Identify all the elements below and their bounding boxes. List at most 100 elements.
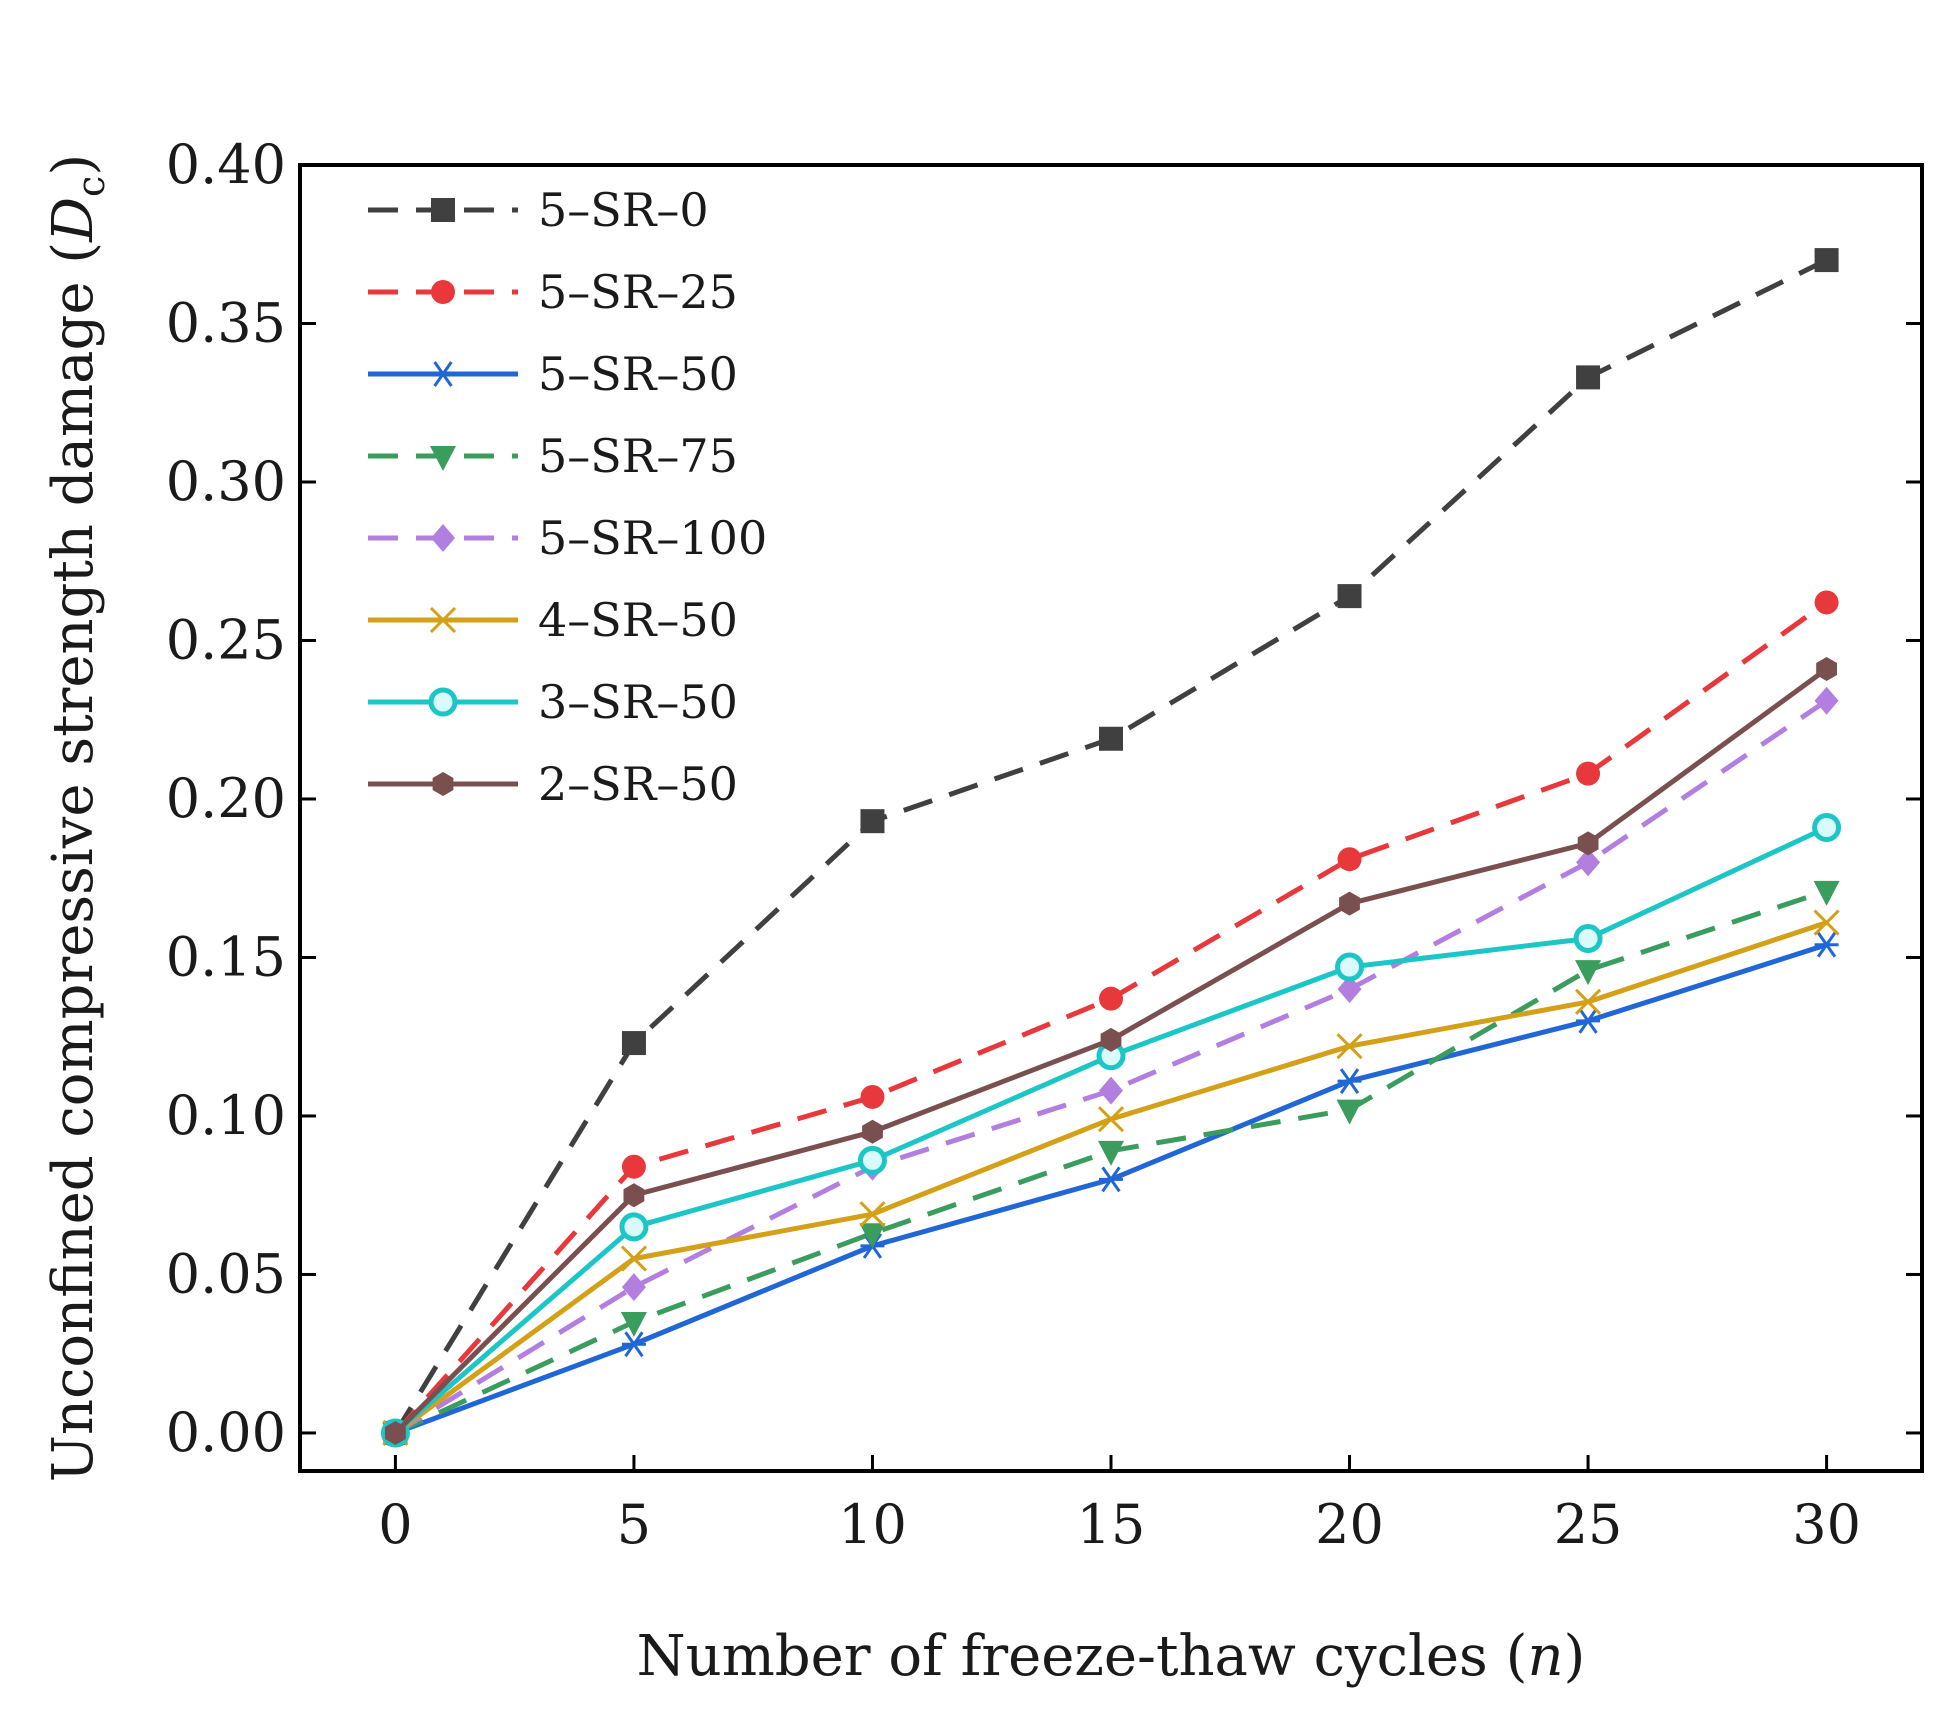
series-layer bbox=[380, 248, 1842, 1448]
legend-label: 5–SR–75 bbox=[538, 429, 738, 483]
legend-marker bbox=[431, 198, 455, 222]
data-point-3-sr-50 bbox=[619, 1212, 649, 1242]
data-point-5-sr-100 bbox=[1099, 1076, 1123, 1105]
data-point-5-sr-25 bbox=[1814, 590, 1839, 615]
legend-marker bbox=[431, 280, 455, 304]
legend-label: 5–SR–50 bbox=[538, 347, 738, 401]
data-point-5-sr-0 bbox=[621, 1031, 646, 1056]
data-point-2-sr-50 bbox=[1816, 657, 1837, 681]
legend-marker bbox=[432, 772, 454, 796]
y-axis-title: Unconfined compressive strength damage (… bbox=[41, 154, 113, 1482]
data-point-4-sr-50 bbox=[1336, 1033, 1363, 1060]
y-tick-label: 0.30 bbox=[166, 450, 286, 513]
legend-marker bbox=[428, 687, 458, 717]
series-4-sr-50 bbox=[382, 909, 1840, 1447]
data-point-4-sr-50 bbox=[1574, 988, 1602, 1015]
legend-label: 5–SR–0 bbox=[538, 183, 709, 237]
data-point-4-sr-50 bbox=[1813, 909, 1840, 936]
y-tick-label: 0.05 bbox=[166, 1242, 286, 1305]
x-tick-label: 10 bbox=[838, 1493, 907, 1556]
y-tick-label: 0.35 bbox=[166, 291, 286, 354]
data-point-2-sr-50 bbox=[1577, 831, 1599, 856]
legend-item-5-sr-50: 5–SR–50 bbox=[368, 347, 738, 401]
data-point-5-sr-50 bbox=[1576, 1008, 1601, 1034]
data-point-5-sr-50 bbox=[1814, 931, 1839, 958]
data-point-5-sr-50 bbox=[1337, 1068, 1362, 1094]
data-point-5-sr-25 bbox=[1576, 761, 1601, 786]
series-5-sr-75 bbox=[382, 880, 1840, 1448]
x-tick-label: 5 bbox=[617, 1493, 651, 1556]
data-point-5-sr-25 bbox=[1099, 986, 1123, 1011]
legend-item-3-sr-50: 3–SR–50 bbox=[368, 675, 738, 729]
y-axis-ticks: 0.00 0.05 0.10 0.15 0.20 0.25 0.30 0.35 0.40 bbox=[166, 133, 1922, 1464]
data-point-5-sr-0 bbox=[1576, 365, 1601, 390]
data-point-5-sr-0 bbox=[1337, 584, 1362, 609]
y-tick-label: 0.00 bbox=[166, 1401, 286, 1464]
data-point-5-sr-75 bbox=[1098, 1140, 1124, 1166]
legend-item-4-sr-50: 4–SR–50 bbox=[368, 593, 738, 647]
data-point-5-sr-0 bbox=[860, 809, 885, 834]
data-point-5-sr-50 bbox=[1099, 1166, 1123, 1193]
legend-marker bbox=[431, 524, 455, 552]
data-point-3-sr-50 bbox=[1573, 923, 1603, 953]
y-tick-label: 0.10 bbox=[166, 1084, 286, 1147]
x-axis-ticks: 0 5 10 15 20 25 30 bbox=[378, 1455, 1861, 1556]
y-tick-label: 0.20 bbox=[166, 767, 286, 830]
legend-item-5-sr-100: 5–SR–100 bbox=[368, 511, 767, 565]
y-tick-label: 0.15 bbox=[166, 925, 286, 988]
data-point-5-sr-100 bbox=[1337, 975, 1362, 1004]
data-point-5-sr-0 bbox=[1099, 726, 1123, 751]
data-point-5-sr-50 bbox=[621, 1331, 646, 1358]
legend-marker bbox=[431, 361, 455, 387]
x-tick-label: 25 bbox=[1554, 1493, 1623, 1556]
data-point-2-sr-50 bbox=[385, 1421, 406, 1445]
legend-item-2-sr-50: 2–SR–50 bbox=[368, 757, 738, 811]
data-point-5-sr-0 bbox=[1814, 248, 1839, 273]
legend-label: 4–SR–50 bbox=[538, 593, 738, 647]
data-point-3-sr-50 bbox=[1812, 813, 1842, 843]
legend-item-5-sr-75: 5–SR–75 bbox=[368, 429, 738, 483]
legend-marker bbox=[430, 446, 456, 471]
data-point-2-sr-50 bbox=[1339, 891, 1360, 916]
x-tick-label: 0 bbox=[378, 1493, 412, 1556]
data-point-3-sr-50 bbox=[1335, 952, 1365, 982]
legend-label: 2–SR–50 bbox=[538, 757, 738, 811]
data-point-4-sr-50 bbox=[620, 1245, 648, 1272]
data-point-5-sr-25 bbox=[621, 1154, 646, 1179]
data-point-5-sr-75 bbox=[1336, 1099, 1363, 1125]
data-point-5-sr-100 bbox=[1576, 848, 1601, 877]
legend-item-5-sr-0: 5–SR–0 bbox=[368, 183, 709, 237]
legend-marker bbox=[429, 606, 457, 634]
series-3-sr-50 bbox=[380, 813, 1842, 1448]
data-point-3-sr-50 bbox=[857, 1145, 887, 1175]
series-line-3-sr-50 bbox=[393, 825, 1828, 1435]
data-point-5-sr-75 bbox=[620, 1312, 647, 1338]
legend-label: 5–SR–100 bbox=[538, 511, 767, 565]
data-point-2-sr-50 bbox=[1100, 1027, 1122, 1052]
series-5-sr-0 bbox=[383, 248, 1839, 1445]
y-tick-label: 0.25 bbox=[166, 608, 286, 671]
data-point-5-sr-75 bbox=[1575, 960, 1602, 986]
y-tick-label: 0.40 bbox=[166, 133, 286, 196]
data-point-5-sr-25 bbox=[860, 1084, 885, 1109]
x-tick-label: 20 bbox=[1315, 1493, 1384, 1556]
data-point-5-sr-100 bbox=[621, 1273, 646, 1302]
x-tick-label: 30 bbox=[1792, 1493, 1861, 1556]
data-point-2-sr-50 bbox=[623, 1183, 645, 1208]
data-point-5-sr-75 bbox=[1813, 880, 1840, 906]
legend-label: 5–SR–25 bbox=[538, 265, 738, 319]
data-point-5-sr-75 bbox=[859, 1223, 886, 1249]
data-point-5-sr-25 bbox=[1337, 847, 1362, 872]
data-point-2-sr-50 bbox=[862, 1119, 883, 1144]
legend-item-5-sr-25: 5–SR–25 bbox=[368, 265, 738, 319]
series-2-sr-50 bbox=[385, 657, 1837, 1445]
x-axis-title: Number of freeze-thaw cycles (n) bbox=[637, 1624, 1586, 1689]
legend-label: 3–SR–50 bbox=[538, 675, 738, 729]
x-tick-label: 15 bbox=[1077, 1493, 1146, 1556]
data-point-4-sr-50 bbox=[859, 1201, 886, 1228]
data-point-5-sr-100 bbox=[1814, 686, 1839, 715]
legend: 5–SR–0 5–SR–25 5–SR–50 5–SR–75 5–SR–100 4–SR–… bbox=[368, 183, 767, 811]
data-point-4-sr-50 bbox=[1097, 1106, 1125, 1133]
series-line-5-sr-50 bbox=[394, 942, 1828, 1436]
